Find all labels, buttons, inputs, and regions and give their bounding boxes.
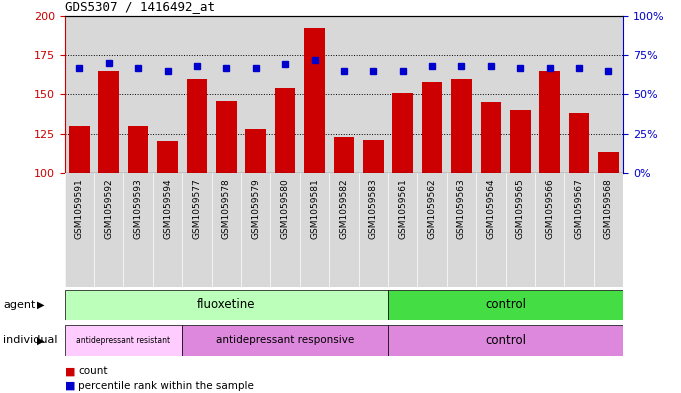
Bar <box>275 88 296 173</box>
Bar <box>388 290 623 320</box>
Text: fluoxetine: fluoxetine <box>197 298 255 312</box>
Text: ■: ■ <box>65 381 75 391</box>
Bar <box>334 137 354 173</box>
Text: GSM1059582: GSM1059582 <box>339 178 349 239</box>
Bar <box>539 71 560 173</box>
Bar <box>65 325 183 356</box>
Text: GSM1059591: GSM1059591 <box>75 178 84 239</box>
Bar <box>388 325 623 356</box>
Text: GSM1059594: GSM1059594 <box>163 178 172 239</box>
Text: antidepressant responsive: antidepressant responsive <box>216 335 354 345</box>
Text: control: control <box>485 298 526 312</box>
Text: GSM1059577: GSM1059577 <box>193 178 202 239</box>
Text: GSM1059579: GSM1059579 <box>251 178 260 239</box>
Bar <box>157 141 178 173</box>
Text: GSM1059593: GSM1059593 <box>133 178 143 239</box>
Text: GSM1059564: GSM1059564 <box>486 178 495 239</box>
Text: GSM1059566: GSM1059566 <box>545 178 554 239</box>
Bar <box>598 152 619 173</box>
Text: percentile rank within the sample: percentile rank within the sample <box>78 381 254 391</box>
Bar <box>392 93 413 173</box>
Text: GDS5307 / 1416492_at: GDS5307 / 1416492_at <box>65 0 215 13</box>
Text: GSM1059592: GSM1059592 <box>104 178 113 239</box>
Text: GSM1059567: GSM1059567 <box>575 178 584 239</box>
Text: GSM1059568: GSM1059568 <box>604 178 613 239</box>
Bar <box>69 126 90 173</box>
Text: GSM1059583: GSM1059583 <box>369 178 378 239</box>
Text: ▶: ▶ <box>37 335 45 345</box>
Text: GSM1059580: GSM1059580 <box>281 178 289 239</box>
Text: agent: agent <box>3 300 36 310</box>
Bar <box>481 102 501 173</box>
Bar <box>128 126 148 173</box>
Text: GSM1059565: GSM1059565 <box>516 178 525 239</box>
Bar <box>216 101 236 173</box>
Text: GSM1059561: GSM1059561 <box>398 178 407 239</box>
Bar <box>245 129 266 173</box>
Text: GSM1059581: GSM1059581 <box>310 178 319 239</box>
Text: ■: ■ <box>65 366 75 376</box>
Text: antidepressant resistant: antidepressant resistant <box>76 336 170 345</box>
Text: GSM1059578: GSM1059578 <box>222 178 231 239</box>
Bar <box>422 82 443 173</box>
Bar <box>99 71 119 173</box>
Bar <box>569 113 589 173</box>
Text: GSM1059563: GSM1059563 <box>457 178 466 239</box>
Bar <box>510 110 530 173</box>
Bar <box>304 28 325 173</box>
Text: count: count <box>78 366 108 376</box>
Text: control: control <box>485 334 526 347</box>
Text: ▶: ▶ <box>37 300 45 310</box>
Text: individual: individual <box>3 335 58 345</box>
Bar <box>363 140 383 173</box>
Text: GSM1059562: GSM1059562 <box>428 178 437 239</box>
Bar <box>65 290 388 320</box>
Bar <box>187 79 207 173</box>
Bar <box>452 79 472 173</box>
Bar <box>183 325 388 356</box>
